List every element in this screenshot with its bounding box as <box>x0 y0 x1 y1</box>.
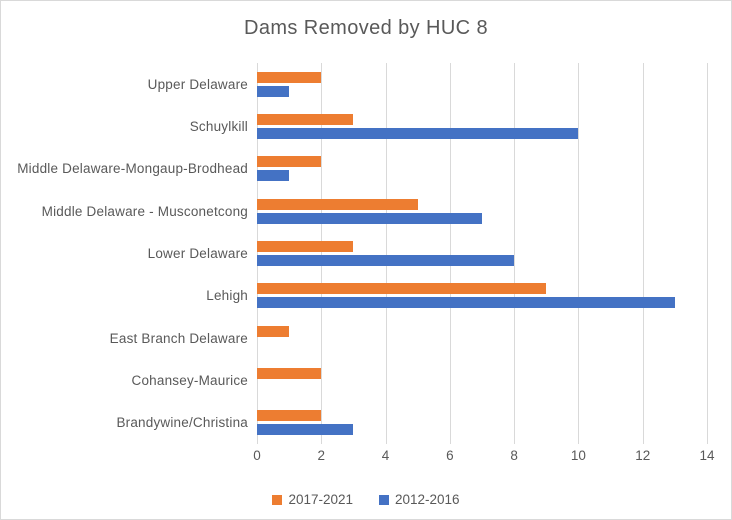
legend-label-2017-2021: 2017-2021 <box>288 492 353 507</box>
bar-2012-2016 <box>257 255 515 266</box>
bar-2017-2021 <box>257 114 354 125</box>
legend: 2017-2021 2012-2016 <box>1 492 731 507</box>
x-axis: 0 2 4 6 8 10 12 14 <box>253 448 714 466</box>
bar-2012-2016 <box>257 85 290 97</box>
bar-2017-2021 <box>257 410 322 422</box>
x-tick-label: 6 <box>446 448 454 463</box>
gridline <box>514 63 516 444</box>
chart-title: Dams Removed by HUC 8 <box>243 17 489 39</box>
gridline <box>578 63 580 444</box>
legend-label-2012-2016: 2012-2016 <box>395 492 460 507</box>
legend-item-2017-2021: 2017-2021 <box>272 492 353 507</box>
x-tick-label: 2 <box>317 448 326 463</box>
bar-2012-2016 <box>257 128 579 139</box>
bar-2017-2021 <box>257 325 290 337</box>
bar-2017-2021 <box>257 241 354 252</box>
x-tick-label: 4 <box>381 448 390 463</box>
bar-2012-2016 <box>257 170 290 182</box>
gridline <box>321 63 323 444</box>
x-tick-label: 10 <box>570 448 586 463</box>
bar-2017-2021 <box>257 198 418 210</box>
category-label: East Branch Delaware <box>109 330 248 346</box>
gridline <box>385 63 387 444</box>
category-label: Cohansey-Maurice <box>131 372 248 388</box>
plot-area <box>257 63 708 444</box>
category-label: Upper Delaware <box>147 76 248 92</box>
bar-2017-2021 <box>257 283 547 295</box>
legend-item-2012-2016: 2012-2016 <box>379 492 460 507</box>
bar-2017-2021 <box>257 368 322 379</box>
category-label: Schuylkill <box>189 118 248 134</box>
legend-swatch-blue <box>379 494 389 505</box>
legend-swatch-orange <box>272 494 283 505</box>
category-label: Middle Delaware - Musconetcong <box>41 203 248 219</box>
category-label: Lower Delaware <box>147 245 248 261</box>
bar-2012-2016 <box>257 424 354 436</box>
category-label: Middle Delaware-Mongaup-Brodhead <box>17 161 248 177</box>
bar-2012-2016 <box>257 212 482 224</box>
y-axis-labels: Upper Delaware Schuylkill Middle Delaware-… <box>1 63 248 444</box>
x-tick-label: 0 <box>253 448 261 463</box>
x-tick-label: 12 <box>635 448 651 463</box>
x-tick-label: 14 <box>699 448 715 463</box>
bar-2012-2016 <box>257 297 675 309</box>
category-label: Lehigh <box>206 288 248 304</box>
gridline <box>257 63 258 444</box>
bar-2017-2021 <box>257 71 322 83</box>
bar-2017-2021 <box>257 156 322 168</box>
gridline <box>707 63 708 444</box>
gridline <box>449 63 451 444</box>
gridline <box>642 63 644 444</box>
category-label: Brandywine/Christina <box>116 415 248 431</box>
x-tick-label: 8 <box>510 448 518 463</box>
